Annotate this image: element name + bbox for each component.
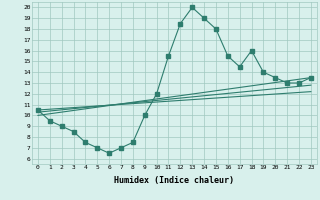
X-axis label: Humidex (Indice chaleur): Humidex (Indice chaleur)	[115, 176, 234, 185]
